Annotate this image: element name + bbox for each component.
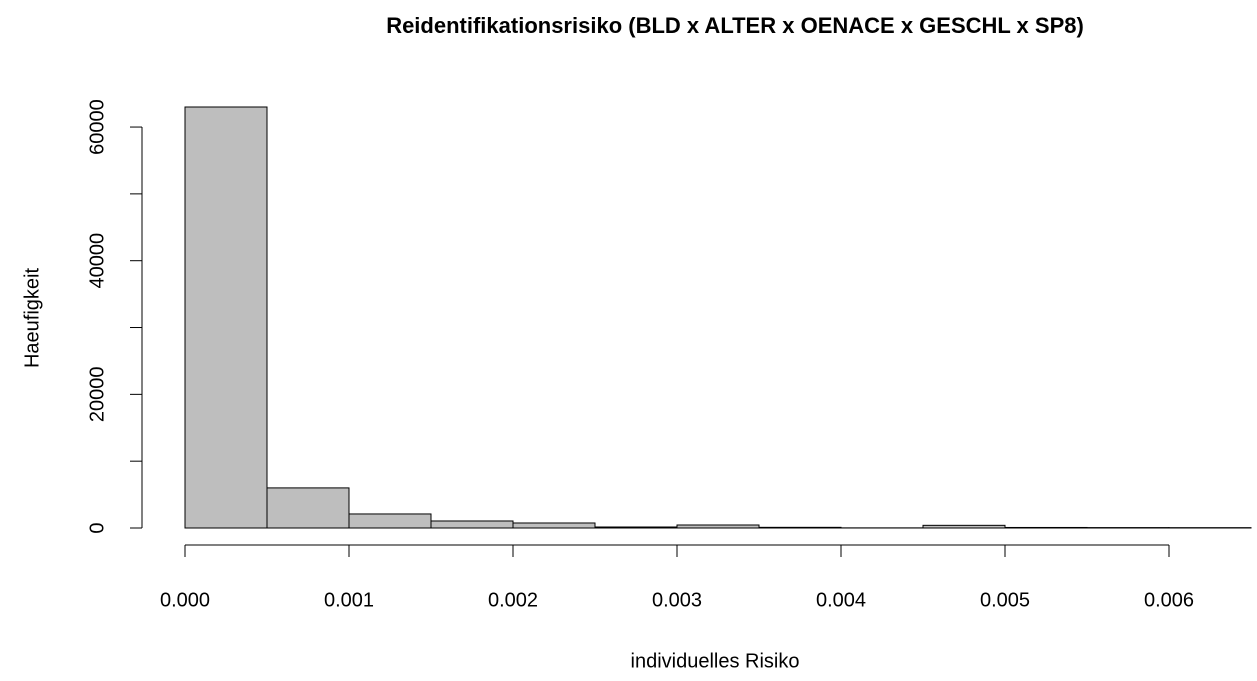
bar [512,522,596,529]
x-tick-label: 0.004 [816,589,866,611]
x-tick-label: 0.002 [488,589,538,611]
bar [348,513,432,529]
y-tick-label: 20000 [86,367,108,423]
x-tick-label: 0.000 [160,589,210,611]
chart-title: Reidentifikationsrisiko (BLD x ALTER x O… [386,13,1084,38]
x-tick-label: 0.006 [1144,589,1194,611]
y-tick-label: 40000 [86,233,108,289]
bar [676,524,760,529]
bar [922,524,1006,529]
x-tick-label: 0.005 [980,589,1030,611]
bar [758,526,842,529]
y-tick-label: 60000 [86,99,108,155]
bar [594,526,678,529]
bar [1004,526,1088,529]
x-axis-title: individuelles Risiko [631,650,800,672]
x-tick-label: 0.001 [324,589,374,611]
x-tick-label: 0.003 [652,589,702,611]
bar [184,106,268,529]
bar [266,487,350,529]
bar [430,520,514,529]
y-axis-title: Haeufigkeit [21,268,43,369]
y-tick-label: 0 [86,522,108,533]
